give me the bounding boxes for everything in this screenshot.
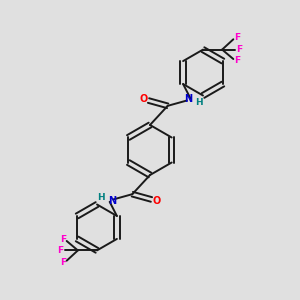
Text: F: F bbox=[60, 235, 66, 244]
Text: F: F bbox=[236, 45, 243, 54]
Text: H: H bbox=[97, 193, 105, 202]
Text: F: F bbox=[234, 33, 240, 42]
Text: F: F bbox=[234, 56, 240, 65]
Text: O: O bbox=[139, 94, 147, 104]
Text: O: O bbox=[153, 196, 161, 206]
Text: F: F bbox=[60, 258, 66, 267]
Text: N: N bbox=[108, 196, 116, 206]
Text: F: F bbox=[57, 246, 64, 255]
Text: N: N bbox=[184, 94, 192, 104]
Text: H: H bbox=[195, 98, 203, 107]
